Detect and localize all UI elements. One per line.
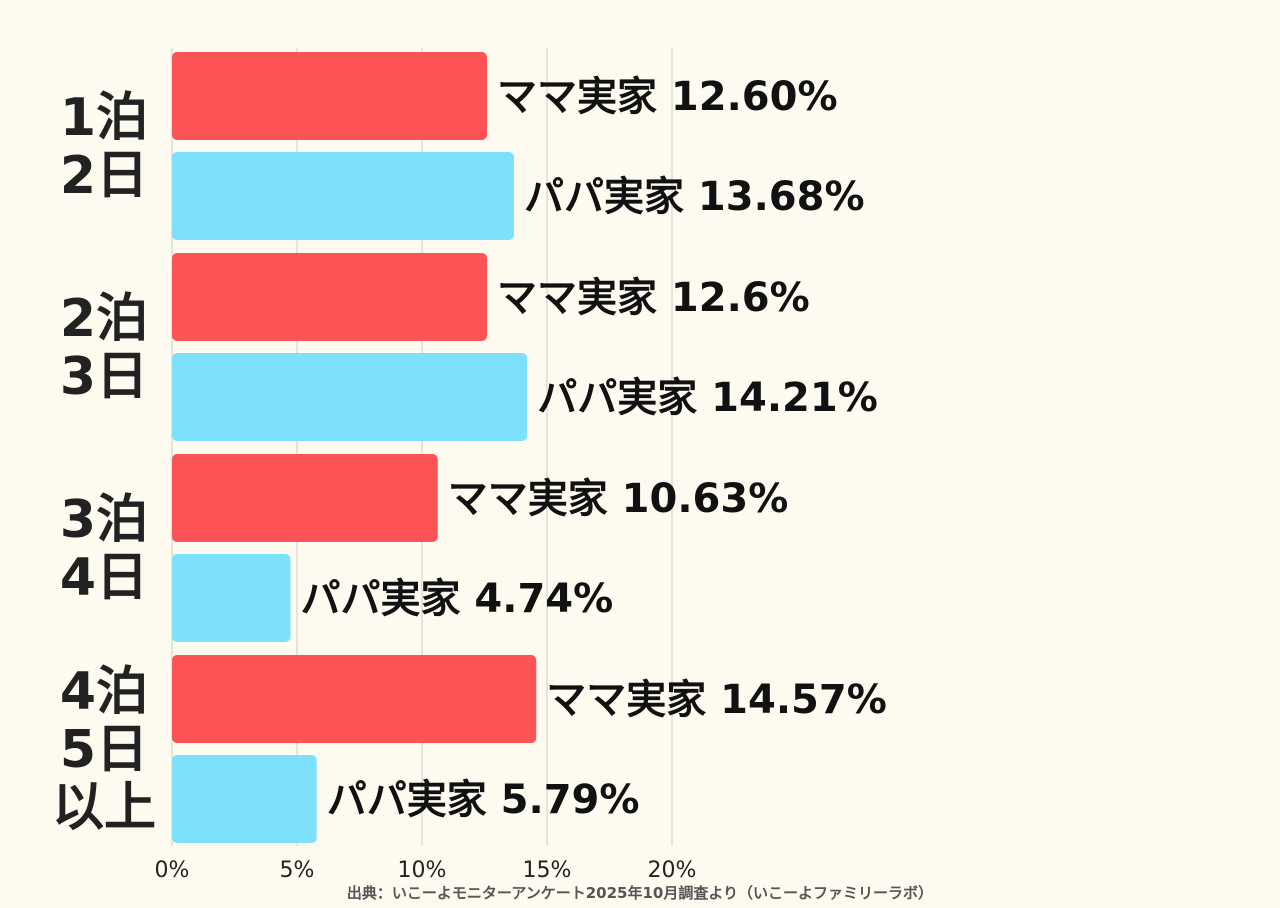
- category-label: 2泊: [60, 289, 148, 349]
- data-label: ママ実家 12.60%: [497, 74, 838, 120]
- category-label: 5日: [60, 720, 148, 780]
- x-tick-label: 15%: [523, 858, 572, 883]
- category-label: 以上: [52, 778, 156, 838]
- bars: [172, 52, 537, 843]
- bar-papa: [172, 353, 528, 441]
- data-label: パパ実家 5.79%: [327, 777, 640, 823]
- bar-papa: [172, 152, 514, 240]
- data-label: ママ実家 14.57%: [546, 677, 887, 723]
- data-label: パパ実家 13.68%: [524, 174, 865, 220]
- category-label: 3泊: [60, 490, 148, 550]
- bar-mama: [172, 655, 537, 743]
- x-tick-label: 5%: [280, 858, 315, 883]
- data-label: パパ実家 14.21%: [537, 375, 878, 421]
- bar-mama: [172, 52, 487, 140]
- data-label: ママ実家 10.63%: [448, 476, 789, 522]
- x-tick-label: 0%: [155, 858, 190, 883]
- category-label: 4泊: [60, 662, 148, 722]
- x-tick-label: 10%: [398, 858, 447, 883]
- category-label: 3日: [60, 347, 148, 407]
- x-axis-ticks: 0% 5% 10% 15% 20%: [155, 858, 697, 883]
- x-tick-label: 20%: [648, 858, 697, 883]
- bar-mama: [172, 454, 438, 542]
- data-label: ママ実家 12.6%: [497, 275, 810, 321]
- source-note: 出典：いこーよモニターアンケート2025年10月調査より（いこーよファミリーラボ…: [347, 884, 933, 902]
- bar-mama: [172, 253, 487, 341]
- data-label: パパ実家 4.74%: [301, 576, 614, 622]
- bar-papa: [172, 755, 317, 843]
- category-label: 4日: [60, 548, 148, 608]
- bar-labels: ママ実家 12.60% パパ実家 13.68% ママ実家 12.6% パパ実家 14.…: [301, 74, 887, 823]
- category-label: 1泊: [60, 88, 148, 148]
- category-label: 2日: [60, 146, 148, 206]
- bar-papa: [172, 554, 291, 642]
